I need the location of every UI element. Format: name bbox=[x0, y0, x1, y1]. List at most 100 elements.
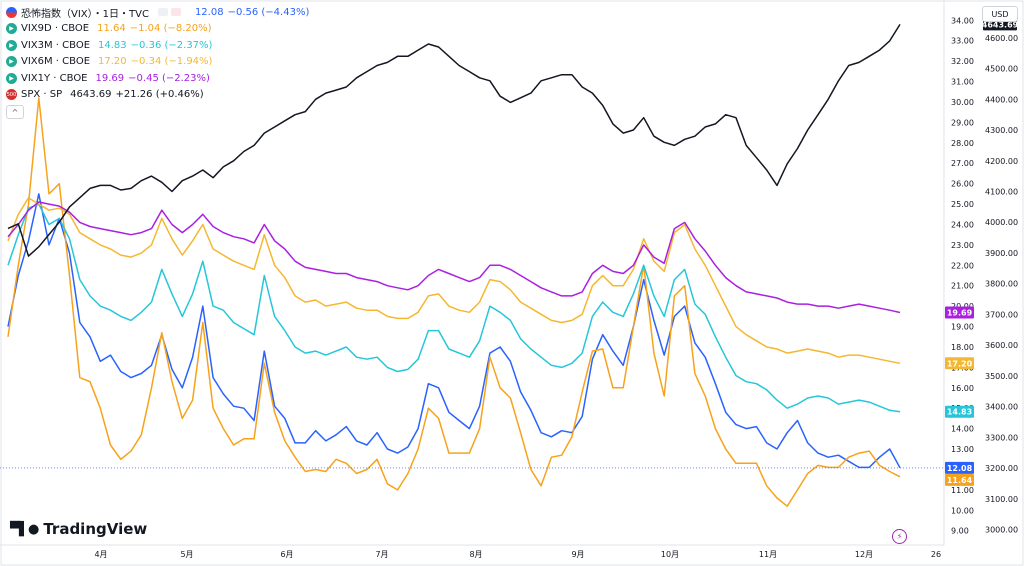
green-eye-icon[interactable]: ▶ bbox=[6, 23, 17, 35]
green-eye-icon[interactable]: ▶ bbox=[6, 72, 17, 84]
currency-selector[interactable]: USD bbox=[982, 6, 1018, 22]
last-value-label: 11.64 bbox=[947, 476, 973, 485]
last-value-label: 12.08 bbox=[947, 464, 973, 473]
vix-axis-tick: 32.00 bbox=[951, 57, 974, 66]
last-value-badge bbox=[945, 405, 974, 418]
spx-axis-tick: 3700.00 bbox=[985, 310, 1018, 319]
vix-axis-tick: 18.00 bbox=[951, 343, 974, 352]
legend-row-vix6m[interactable]: ▶ VIX6M · CBOE 17.20 −0.34 (−1.94%) bbox=[6, 54, 309, 71]
green-eye-icon[interactable]: ▶ bbox=[6, 56, 17, 68]
legend-change: −0.45 (−2.23%) bbox=[128, 72, 210, 84]
last-value-badge bbox=[945, 473, 974, 486]
vix-axis-tick: 34.00 bbox=[951, 16, 974, 25]
lightning-icon[interactable]: ⚡ bbox=[892, 529, 907, 544]
x-axis-tick: 10月 bbox=[661, 550, 679, 559]
legend-row-spx[interactable]: 500 SPX · SP 4643.69 +21.26 (+0.46%) bbox=[6, 87, 309, 104]
equals-icon[interactable] bbox=[170, 8, 181, 17]
legend-change: −0.36 (−2.37%) bbox=[130, 39, 213, 51]
spx-axis-tick: 3100.00 bbox=[985, 495, 1018, 504]
collapse-legend-button[interactable]: ^ bbox=[6, 105, 24, 119]
series-line-vix6m bbox=[7, 197, 901, 365]
vix-axis-tick: 26.00 bbox=[951, 180, 974, 189]
series-line-vix9d bbox=[7, 97, 901, 507]
vix-axis-tick: 33.00 bbox=[951, 37, 974, 46]
last-value-label: 14.83 bbox=[947, 408, 972, 417]
spx-axis-tick: 4400.00 bbox=[985, 95, 1018, 104]
legend-price: 11.64 bbox=[97, 23, 126, 35]
spx-axis-tick: 3300.00 bbox=[985, 433, 1018, 442]
spx-axis-tick: 3400.00 bbox=[985, 403, 1018, 412]
vix-axis-tick: 13.00 bbox=[951, 445, 974, 454]
vix-axis-tick: 29.00 bbox=[951, 118, 974, 127]
spx-axis-tick: 4600.00 bbox=[985, 34, 1018, 43]
legend: 恐怖指数（VIX）・1日・TVC 12.08 −0.56 (−4.43%) ▶ … bbox=[6, 4, 309, 119]
x-axis-tick: 26 bbox=[931, 550, 941, 559]
vix-axis-tick: 27.00 bbox=[951, 159, 974, 168]
legend-row-vix1y[interactable]: ▶ VIX1Y · CBOE 19.69 −0.45 (−2.23%) bbox=[6, 70, 309, 87]
series-line-vix1y bbox=[7, 201, 901, 314]
x-axis-tick: 9月 bbox=[571, 550, 584, 559]
legend-price: 17.20 bbox=[98, 56, 127, 68]
legend-name: VIX1Y · CBOE bbox=[21, 72, 88, 84]
last-value-badge bbox=[945, 357, 974, 370]
main-change: −0.56 (−4.43%) bbox=[227, 6, 310, 18]
minimize-icon[interactable] bbox=[157, 8, 168, 17]
legend-change: −0.34 (−1.94%) bbox=[130, 56, 213, 68]
x-axis-tick: 6月 bbox=[280, 550, 293, 559]
x-axis-tick: 8月 bbox=[469, 550, 482, 559]
vix-axis-tick: 28.00 bbox=[951, 139, 974, 148]
legend-name: SPX · SP bbox=[21, 89, 63, 101]
legend-name: VIX3M · CBOE bbox=[21, 39, 91, 51]
green-eye-icon[interactable]: ▶ bbox=[6, 39, 17, 51]
vix-axis-tick: 31.00 bbox=[951, 78, 974, 87]
vix-axis-tick: 10.00 bbox=[951, 506, 974, 515]
main-symbol-title: 恐怖指数（VIX）・1日・TVC bbox=[21, 8, 149, 20]
spx-axis-tick: 3600.00 bbox=[985, 341, 1018, 350]
last-value-label: 4643.69 bbox=[982, 20, 1019, 29]
last-value-label: 17.20 bbox=[947, 359, 973, 368]
legend-price: 14.83 bbox=[98, 39, 127, 51]
legend-row-vix9d[interactable]: ▶ VIX9D · CBOE 11.64 −1.04 (−8.20%) bbox=[6, 21, 309, 38]
vix-axis-tick: 23.00 bbox=[951, 241, 974, 250]
legend-row-vix3m[interactable]: ▶ VIX3M · CBOE 14.83 −0.36 (−2.37%) bbox=[6, 37, 309, 54]
legend-change: +21.26 (+0.46%) bbox=[115, 89, 204, 101]
x-axis-tick: 12月 bbox=[855, 550, 873, 559]
legend-price: 19.69 bbox=[95, 72, 125, 84]
vix-axis-tick: 16.00 bbox=[951, 384, 974, 393]
vix-axis-tick: 9.00 bbox=[951, 527, 969, 536]
spx-axis-tick: 4500.00 bbox=[985, 65, 1018, 74]
series-line-vix3m bbox=[7, 203, 901, 413]
spx-axis-tick: 3900.00 bbox=[985, 249, 1018, 258]
vix-axis-tick: 30.00 bbox=[951, 98, 974, 107]
last-value-badge bbox=[945, 306, 974, 319]
branding-text: TradingView bbox=[43, 520, 148, 538]
x-axis-tick: 7月 bbox=[375, 550, 388, 559]
spx-axis-tick: 4100.00 bbox=[985, 188, 1018, 197]
series-line-vix bbox=[7, 193, 901, 469]
spx-axis-tick: 4300.00 bbox=[985, 126, 1018, 135]
vix-axis-tick: 21.00 bbox=[951, 282, 974, 291]
last-value-badge bbox=[945, 461, 974, 474]
vix-axis-tick: 22.00 bbox=[951, 261, 974, 270]
vix-axis-tick: 14.00 bbox=[951, 425, 974, 434]
legend-name: VIX9D · CBOE bbox=[21, 23, 90, 35]
x-axis-tick: 4月 bbox=[94, 550, 107, 559]
spx-axis-tick: 4200.00 bbox=[985, 157, 1018, 166]
spx-axis-tick: 4000.00 bbox=[985, 218, 1018, 227]
x-axis-tick: 5月 bbox=[180, 550, 193, 559]
main-price: 12.08 bbox=[194, 6, 224, 18]
spx-axis-tick: 3800.00 bbox=[985, 280, 1018, 289]
sp500-icon: 500 bbox=[6, 89, 17, 101]
spx-axis-tick: 3000.00 bbox=[985, 526, 1018, 535]
tradingview-logo-icon: ▀▌● bbox=[10, 521, 39, 537]
vix-axis-tick: 25.00 bbox=[951, 200, 974, 209]
legend-price: 4643.69 bbox=[70, 89, 112, 101]
spx-axis-tick: 3200.00 bbox=[985, 464, 1018, 473]
legend-main-row[interactable]: 恐怖指数（VIX）・1日・TVC 12.08 −0.56 (−4.43%) bbox=[6, 4, 309, 21]
tradingview-logo[interactable]: ▀▌● TradingView bbox=[10, 520, 147, 538]
spx-axis-tick: 3500.00 bbox=[985, 372, 1018, 381]
vix-axis-tick: 19.00 bbox=[951, 323, 974, 332]
